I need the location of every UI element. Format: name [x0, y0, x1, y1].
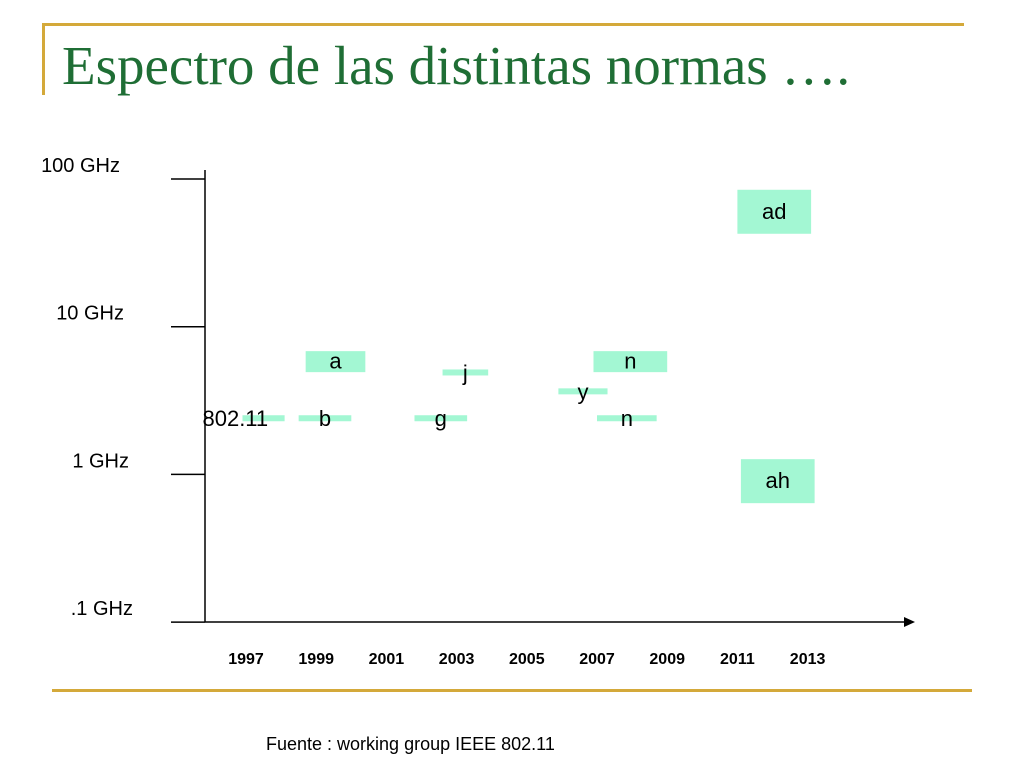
standard-bar [414, 415, 468, 422]
y-tick-label: 10 GHz [56, 303, 124, 325]
standard-label: y [577, 379, 588, 404]
x-tick-label: 2001 [369, 651, 405, 668]
y-tick-label: 100 GHz [41, 155, 120, 177]
x-axis-arrow-icon [904, 617, 915, 627]
standard-box [593, 351, 668, 373]
standard-bar [597, 415, 657, 422]
standard-label: n [621, 406, 633, 431]
standard-box [737, 189, 812, 234]
x-tick-label: 2011 [720, 651, 755, 668]
x-tick-label: 2013 [790, 651, 826, 668]
title-frame-left-line [42, 23, 45, 95]
x-tick-label: 2007 [579, 651, 615, 668]
standard-label: g [435, 406, 447, 431]
standard-label: 802.11 [202, 406, 268, 431]
standard-marks: 802.11 b gj y n a n ad ah [202, 189, 815, 504]
standard-box [740, 459, 815, 504]
standard-label: b [319, 406, 331, 431]
slide-title: Espectro de las distintas normas …. [62, 35, 851, 96]
standard-box [305, 351, 366, 373]
standard-bar [558, 388, 608, 395]
source-note: Fuente : working group IEEE 802.11 [266, 734, 555, 754]
standard-label: ad [762, 199, 786, 224]
x-tick-label: 2003 [439, 651, 475, 668]
x-tick-label: 1997 [228, 651, 264, 668]
x-tick-label: 1999 [298, 651, 334, 668]
standard-bar [298, 415, 352, 422]
x-tick-label: 2005 [509, 651, 545, 668]
title-frame-top-line [42, 23, 964, 26]
y-tick-label: 1 GHz [72, 450, 129, 472]
standard-label: a [329, 349, 342, 374]
standard-bar [242, 415, 285, 422]
y-ticks: 100 GHz 10 GHz 1 GHz .1 GHz [41, 155, 205, 623]
standard-label: n [624, 349, 636, 374]
standard-label: ah [766, 468, 790, 493]
standard-bar [442, 369, 489, 376]
x-tick-label: 2009 [649, 651, 685, 668]
y-tick-label: .1 GHz [71, 598, 133, 620]
footer-divider [52, 689, 972, 692]
x-ticks: 1997 1999 2001 2003 2005 2007 2009 2011 2013 [228, 651, 825, 668]
standard-label: j [462, 360, 468, 385]
chart-axes [204, 170, 915, 627]
